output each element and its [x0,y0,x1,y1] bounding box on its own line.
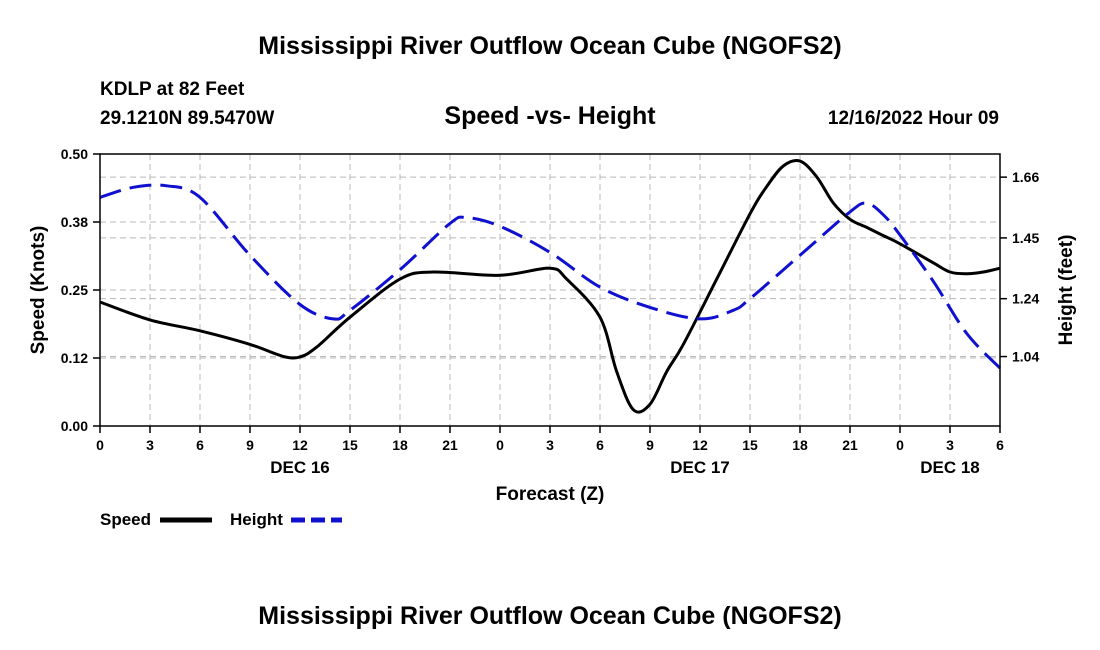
x-tick-label: 12 [692,437,708,453]
x-tick-label: 21 [442,437,458,453]
y-right-tick-label: 1.66 [1012,169,1039,185]
x-tick-label: 6 [596,437,604,453]
chart-subtitle: Speed -vs- Height [444,102,656,130]
x-tick-label: 0 [896,437,904,453]
x-tick-label: 3 [946,437,954,453]
location-label: 29.1210N 89.5470W [100,108,274,129]
x-tick-label: 3 [546,437,554,453]
date-label: DEC 18 [920,458,980,477]
y-left-tick-label: 0.12 [61,350,88,366]
x-tick-label: 6 [996,437,1004,453]
x-tick-label: 0 [496,437,504,453]
y-right-tick-label: 1.24 [1012,291,1039,307]
y-left-tick-label: 0.50 [61,146,88,162]
x-tick-label: 9 [246,437,254,453]
y-right-tick-label: 1.04 [1012,349,1039,365]
legend: Speed Height [100,510,342,529]
x-tick-label: 15 [342,437,358,453]
x-tick-label: 0 [96,437,104,453]
x-tick-label: 12 [292,437,308,453]
x-tick-label: 18 [392,437,408,453]
legend-label-height: Height [230,510,283,529]
y-left-tick-label: 0.25 [61,282,88,298]
series-lines [99,159,1002,414]
y-left-tick-label: 0.00 [61,418,88,434]
x-tick-label: 21 [842,437,858,453]
footer-title: Mississippi River Outflow Ocean Cube (NG… [258,602,841,630]
y-right-tick-label: 1.45 [1012,230,1039,246]
x-tick-label: 6 [196,437,204,453]
series-line-speed [99,159,1001,414]
x-axis-label: Forecast (Z) [496,484,605,505]
date-label: DEC 17 [670,458,730,477]
grid-lines [100,154,1000,426]
axes: 0 3 6 9 12 15 18 21 0 3 6 9 12 15 18 21 0 3 6 0.00 0.12 0.25 0… [61,146,1040,477]
y-axis-left-label: Speed (Knots) [28,226,49,355]
y-left-tick-label: 0.38 [61,214,88,230]
x-tick-label: 3 [146,437,154,453]
legend-label-speed: Speed [100,510,151,529]
y-axis-right-label: Height (feet) [1056,235,1077,346]
x-tick-label: 9 [646,437,654,453]
date-label: DEC 16 [270,458,330,477]
datetime-label: 12/16/2022 Hour 09 [828,108,999,129]
series-line-height [99,183,1002,370]
station-label: KDLP at 82 Feet [100,79,245,100]
x-tick-label: 15 [742,437,758,453]
chart-title: Mississippi River Outflow Ocean Cube (NG… [258,32,841,60]
x-tick-label: 18 [792,437,808,453]
